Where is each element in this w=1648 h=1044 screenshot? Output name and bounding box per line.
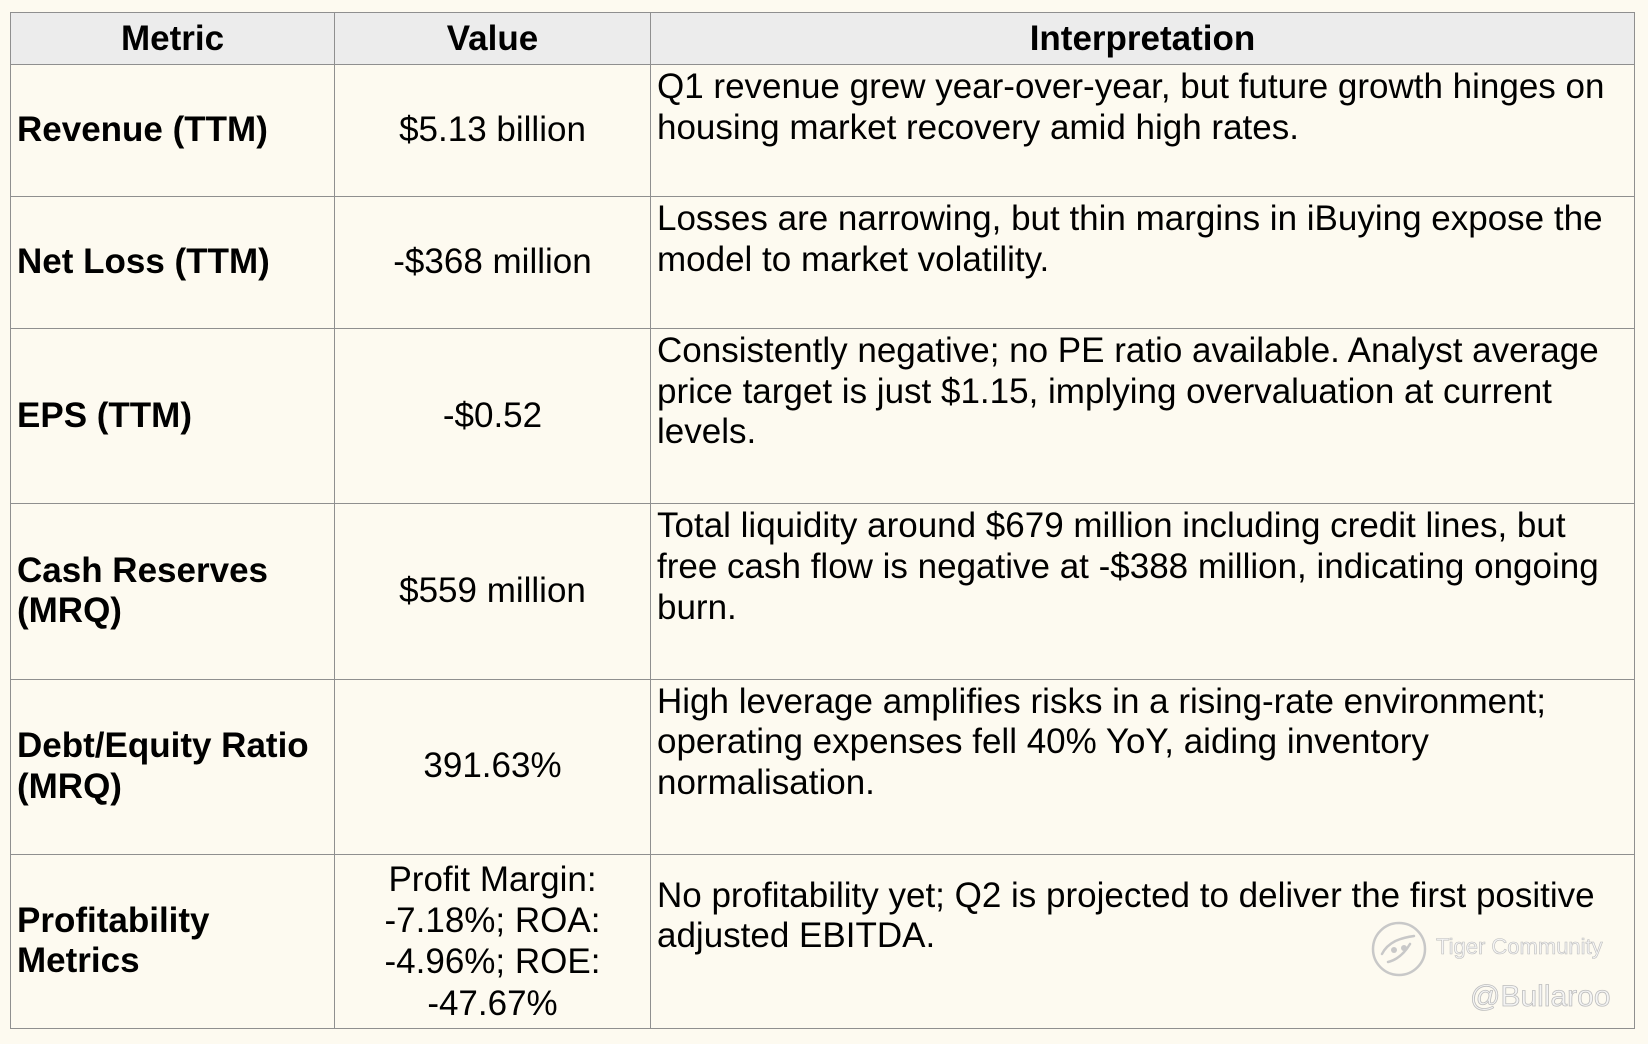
table-row: Debt/Equity Ratio (MRQ) 391.63% High lev… [10,678,1635,855]
value-cell: Profit Margin: -7.18%; ROA: -4.96%; ROE:… [334,853,651,1030]
value-cell: $559 million [334,503,651,680]
watermark-user: @Bullaroo [1470,980,1611,1014]
table-row: Profitability Metrics Profit Margin: -7.… [10,853,1635,1030]
table-header: Metric Value Interpretation [10,12,1635,65]
header-value: Value [334,12,651,65]
value-cell: 391.63% [334,678,651,855]
value-cell: $5.13 billion [334,63,651,198]
interpretation-cell: High leverage amplifies risks in a risin… [650,678,1635,855]
header-row: Metric Value Interpretation [10,12,1635,65]
header-metric: Metric [10,12,335,65]
financial-metrics-table: Metric Value Interpretation Revenue (TTM… [10,12,1635,1030]
watermark-brand: Tiger Community [1436,934,1603,960]
header-interpretation: Interpretation [650,12,1635,65]
metric-cell: Net Loss (TTM) [10,196,335,330]
metric-cell: Revenue (TTM) [10,63,335,198]
watermark: Tiger Community @Bullaroo [1370,916,1620,1026]
interpretation-cell: Losses are narrowing, but thin margins i… [650,196,1635,330]
metric-cell: Cash Reserves (MRQ) [10,503,335,680]
table-row: Revenue (TTM) $5.13 billion Q1 revenue g… [10,63,1635,198]
value-cell: -$0.52 [334,328,651,505]
table-row: Net Loss (TTM) -$368 million Losses are … [10,196,1635,330]
table-body: Revenue (TTM) $5.13 billion Q1 revenue g… [10,63,1635,1030]
interpretation-cell: Total liquidity around $679 million incl… [650,503,1635,680]
metric-cell: Profitability Metrics [10,853,335,1030]
metric-cell: Debt/Equity Ratio (MRQ) [10,678,335,855]
interpretation-cell: Q1 revenue grew year-over-year, but futu… [650,63,1635,198]
table-row: Cash Reserves (MRQ) $559 million Total l… [10,503,1635,680]
interpretation-cell: No profitability yet; Q2 is projected to… [650,853,1635,1030]
value-cell: -$368 million [334,196,651,330]
tiger-community-logo-icon [1370,920,1428,978]
table-row: EPS (TTM) -$0.52 Consistently negative; … [10,328,1635,505]
interpretation-cell: Consistently negative; no PE ratio avail… [650,328,1635,505]
metric-cell: EPS (TTM) [10,328,335,505]
